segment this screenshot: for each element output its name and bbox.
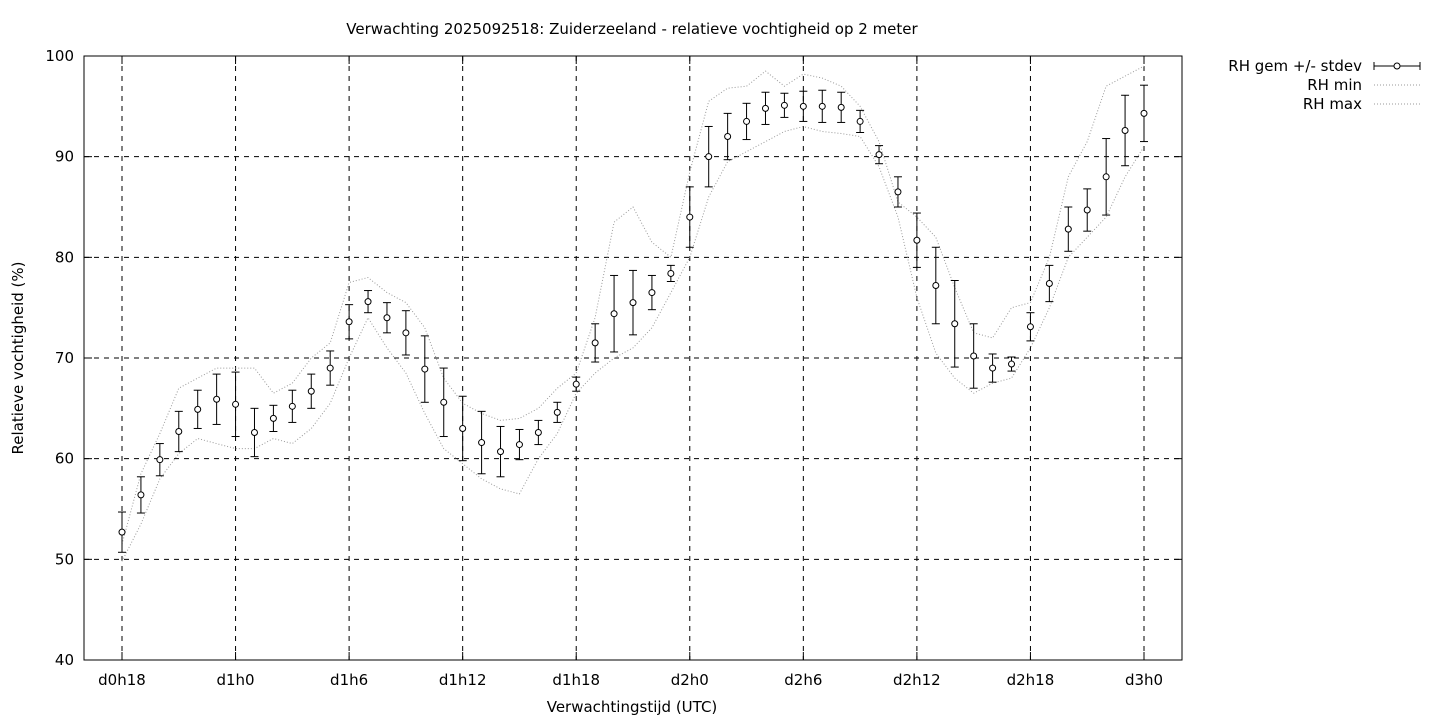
data-point [118, 528, 126, 536]
data-point [515, 441, 523, 449]
data-point [156, 456, 164, 464]
x-tick-label: d0h18 [98, 671, 146, 689]
data-point [459, 424, 467, 432]
data-point [1026, 323, 1034, 331]
data-point [269, 414, 277, 422]
data-point [402, 329, 410, 337]
data-point [951, 320, 959, 328]
x-tick-label: d1h6 [330, 671, 368, 689]
data-point [1140, 109, 1148, 117]
data-point [875, 151, 883, 159]
legend-label: RH min [1307, 76, 1362, 94]
data-point [1045, 280, 1053, 288]
data-point [799, 102, 807, 110]
data-point [667, 269, 675, 277]
data-point [307, 387, 315, 395]
axis-ticks: 40 50 60 70 80 90 100 d0h18 d1h0 d1h6 d1h12 d1h18 d2… [45, 47, 1182, 689]
data-point [553, 408, 561, 416]
y-tick-label: 50 [55, 550, 74, 568]
plot-frame [83, 55, 1183, 661]
data-point [137, 491, 145, 499]
y-tick-label: 60 [55, 450, 74, 468]
data-point [478, 439, 486, 447]
data-point [326, 364, 334, 372]
y-tick-label: 90 [55, 148, 74, 166]
data-point [724, 133, 732, 141]
data-point [913, 236, 921, 244]
data-point [1064, 225, 1072, 233]
data-point [610, 310, 618, 318]
y-axis-label: Relatieve vochtigheid (%) [9, 261, 27, 454]
data-point [761, 104, 769, 112]
data-point [743, 117, 751, 125]
data-point [989, 364, 997, 372]
x-tick-label: d2h6 [784, 671, 822, 689]
data-point [818, 102, 826, 110]
legend-swatch-point [1393, 62, 1401, 70]
data-point [364, 298, 372, 306]
legend-label: RH max [1303, 95, 1362, 113]
y-tick-label: 40 [55, 651, 74, 669]
x-tick-label: d1h18 [552, 671, 600, 689]
grid-lines [84, 56, 1182, 660]
x-axis-label: Verwachtingstijd (UTC) [547, 698, 718, 716]
data-point [1083, 206, 1091, 214]
data-point [837, 103, 845, 111]
x-tick-label: d3h0 [1125, 671, 1163, 689]
data-point [856, 117, 864, 125]
x-tick-label: d2h18 [1007, 671, 1055, 689]
legend-label: RH gem +/- stdev [1228, 57, 1362, 75]
rh-min-line [121, 125, 1145, 562]
data-point [534, 428, 542, 436]
x-tick-label: d1h0 [216, 671, 254, 689]
y-tick-label: 80 [55, 248, 74, 266]
data-point [421, 365, 429, 373]
data-point [440, 398, 448, 406]
data-point [1121, 126, 1129, 134]
x-tick-label: d2h0 [671, 671, 709, 689]
data-point [705, 153, 713, 161]
data-point [1102, 173, 1110, 181]
data-point [194, 405, 202, 413]
x-tick-label: d2h12 [893, 671, 941, 689]
data-point [780, 101, 788, 109]
data-point [232, 400, 240, 408]
data-point [686, 213, 694, 221]
data-point [970, 352, 978, 360]
data-point [572, 380, 580, 388]
data-point [932, 282, 940, 290]
data-point [629, 299, 637, 307]
data-point [288, 402, 296, 410]
y-tick-label: 100 [45, 47, 74, 65]
data-point [894, 188, 902, 196]
data-point [345, 318, 353, 326]
x-tick-label: d1h12 [439, 671, 487, 689]
data-point [175, 427, 183, 435]
y-tick-label: 70 [55, 349, 74, 367]
data-point [648, 289, 656, 297]
series-layer [118, 65, 1148, 562]
data-point [383, 314, 391, 322]
data-point [497, 448, 505, 456]
data-point [250, 428, 258, 436]
data-point [1008, 360, 1016, 368]
data-point [591, 339, 599, 347]
data-point [213, 395, 221, 403]
chart-title: Verwachting 2025092518: Zuiderzeeland - … [346, 20, 918, 38]
